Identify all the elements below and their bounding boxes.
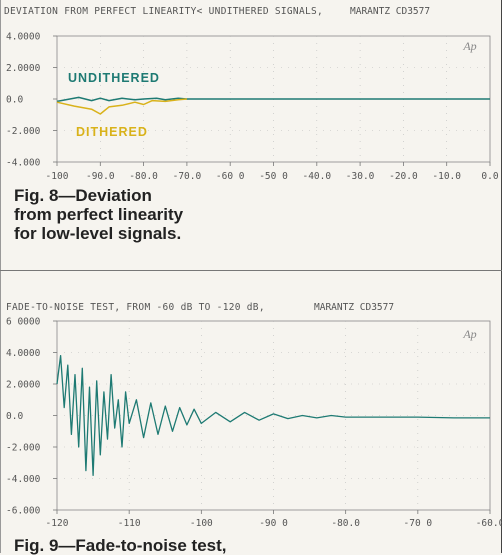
chart2-xtick-label: -100 [190, 518, 213, 529]
chart1-ytick-label: 0.0 [6, 95, 23, 106]
chart1-xtick-label: 0.0 [481, 171, 498, 182]
chart2-xtick-label: -120 [46, 518, 69, 529]
chart1-title: DEVIATION FROM PERFECT LINEARITY< UNDITH… [4, 6, 324, 17]
chart2-xtick-label: -90 0 [259, 518, 288, 529]
chart2-xtick-label: -80.0 [331, 518, 360, 529]
chart2-xtick-label: -60.0 [476, 518, 502, 529]
fig9-caption: Fig. 9—Fade-to-noise test, [14, 536, 227, 555]
chart1-xtick-label: -70.0 [173, 171, 202, 182]
chart2-ytick-label: 4.0000 [6, 348, 41, 359]
chart1-xtick-label: -10.0 [432, 171, 461, 182]
chart1-series-line-2 [56, 98, 187, 115]
chart2-ytick-label: -2.000 [6, 443, 41, 454]
chart1-ytick-label: -4.000 [6, 158, 41, 169]
chart1-xtick-label: -60 0 [216, 171, 245, 182]
chart2-ytick-label: 2.0000 [6, 380, 41, 391]
chart1-ytick-label: 4.0000 [6, 32, 41, 43]
chart2-series-line-1 [56, 354, 490, 477]
chart1-xtick-label: -50 0 [259, 171, 288, 182]
section-divider [0, 270, 502, 271]
chart1-ytick-label: 2.0000 [6, 63, 41, 74]
chart1-ap-logo: Ap [462, 39, 476, 53]
chart1-xtick-label: -20.0 [389, 171, 418, 182]
chart1-xtick-label: -30.0 [346, 171, 375, 182]
chart1-ytick-label: -2.000 [6, 126, 41, 137]
fig8-caption: Fig. 8—Deviation from perfect linearity … [14, 186, 184, 243]
chart1-series-label-2: DITHERED [76, 125, 148, 139]
chart1-series-line-1 [56, 96, 490, 103]
chart2-title: FADE-TO-NOISE TEST, FROM -60 dB TO -120 … [6, 302, 265, 313]
chart2-ap-logo: Ap [462, 327, 476, 341]
chart1-xtick-label: -80.0 [129, 171, 158, 182]
chart1-xtick-label: -40.0 [302, 171, 331, 182]
chart2-ytick-label: -4.000 [6, 474, 41, 485]
chart2-ytick-label: 6 0000 [6, 317, 41, 328]
chart2-xtick-label: -110 [118, 518, 141, 529]
chart1-series-label-1: UNDITHERED [68, 71, 160, 85]
chart2-ytick-label: -6.000 [6, 506, 41, 517]
chart1-xtick-label: -90.0 [86, 171, 115, 182]
chart1-brand: MARANTZ CD3577 [350, 6, 431, 17]
chart2-brand: MARANTZ CD3577 [314, 302, 395, 313]
chart1-xtick-label: -100 [46, 171, 69, 182]
chart2-ytick-label: 0.0 [6, 411, 23, 422]
chart2-xtick-label: -70 0 [404, 518, 433, 529]
